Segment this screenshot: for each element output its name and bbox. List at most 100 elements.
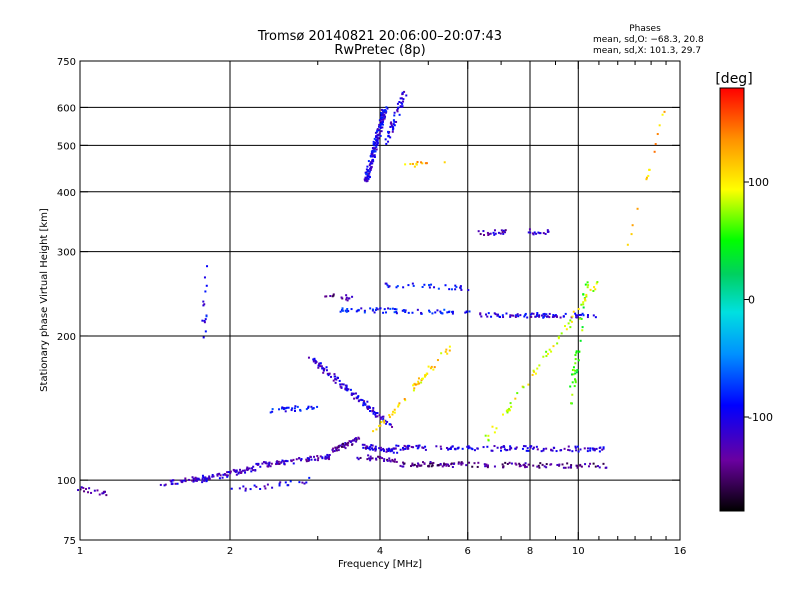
data-point	[207, 477, 210, 480]
data-point	[532, 446, 535, 449]
data-point	[518, 465, 521, 468]
data-point	[473, 449, 476, 452]
data-point	[374, 415, 377, 418]
data-point	[581, 329, 584, 332]
data-point	[370, 444, 373, 447]
data-point	[383, 459, 386, 462]
data-point	[437, 287, 440, 290]
data-point	[647, 174, 650, 177]
data-point	[532, 447, 535, 450]
data-point	[630, 233, 633, 236]
data-point	[369, 457, 372, 460]
data-point	[347, 388, 350, 391]
data-point	[417, 380, 420, 383]
data-point	[374, 448, 377, 451]
data-point	[391, 449, 394, 452]
data-point	[645, 178, 648, 181]
data-point	[505, 409, 508, 412]
data-point	[203, 276, 206, 279]
data-point	[446, 311, 449, 314]
data-point	[380, 111, 383, 114]
data-point	[201, 474, 204, 477]
data-point	[598, 450, 601, 453]
data-point	[416, 465, 419, 468]
data-point	[369, 155, 372, 158]
data-point	[378, 457, 381, 460]
data-point	[371, 162, 374, 165]
data-point	[398, 100, 401, 103]
data-point	[451, 310, 454, 313]
data-point	[300, 458, 303, 461]
data-point	[324, 295, 327, 298]
data-point	[393, 308, 396, 311]
data-point	[444, 350, 447, 353]
data-point	[592, 289, 595, 292]
data-point	[396, 102, 399, 105]
data-point	[316, 454, 319, 457]
data-point	[581, 326, 584, 329]
data-point	[460, 288, 463, 291]
data-point	[402, 100, 405, 103]
data-point	[392, 126, 395, 129]
data-point	[386, 459, 389, 462]
data-point	[221, 476, 224, 479]
data-point	[339, 385, 342, 388]
data-point	[376, 141, 379, 144]
data-point	[490, 315, 493, 318]
data-point	[509, 402, 512, 405]
data-point	[371, 447, 374, 450]
data-point	[538, 364, 541, 367]
data-point	[388, 416, 391, 419]
data-point	[423, 283, 426, 286]
data-point	[556, 342, 559, 345]
data-point	[266, 483, 269, 486]
data-point	[552, 446, 555, 449]
data-point	[584, 283, 587, 286]
data-point	[569, 326, 572, 329]
data-point	[379, 424, 382, 427]
data-point	[580, 317, 583, 320]
data-point	[494, 232, 497, 235]
data-point	[563, 447, 566, 450]
data-point	[159, 483, 162, 486]
data-point	[317, 364, 320, 367]
data-point	[404, 310, 407, 313]
data-point	[499, 449, 502, 452]
data-point	[407, 284, 410, 287]
data-point	[514, 462, 517, 465]
data-point	[203, 319, 206, 322]
data-point	[415, 444, 418, 447]
data-point	[405, 94, 408, 97]
data-point	[345, 294, 348, 297]
data-point	[576, 371, 579, 374]
data-point	[506, 411, 509, 414]
data-point	[443, 308, 446, 311]
data-point	[592, 314, 595, 317]
data-point	[504, 229, 507, 232]
x-tick-label: 2	[227, 546, 233, 557]
data-point	[379, 126, 382, 129]
data-point	[663, 110, 666, 113]
data-point	[583, 297, 586, 300]
data-point	[335, 378, 338, 381]
data-point	[357, 395, 360, 398]
data-point	[391, 130, 394, 133]
data-point	[324, 455, 327, 458]
data-point	[421, 446, 424, 449]
data-point	[367, 454, 370, 457]
data-point	[380, 116, 383, 119]
data-point	[545, 447, 548, 450]
data-point	[344, 447, 347, 450]
data-point	[312, 360, 315, 363]
data-point	[412, 284, 415, 287]
data-point	[372, 412, 375, 415]
data-point	[522, 445, 525, 448]
data-point	[275, 463, 278, 466]
data-point	[357, 458, 360, 461]
data-point	[314, 362, 317, 365]
data-point	[545, 313, 548, 316]
data-point	[271, 408, 274, 411]
data-point	[504, 231, 507, 234]
data-point	[441, 465, 444, 468]
